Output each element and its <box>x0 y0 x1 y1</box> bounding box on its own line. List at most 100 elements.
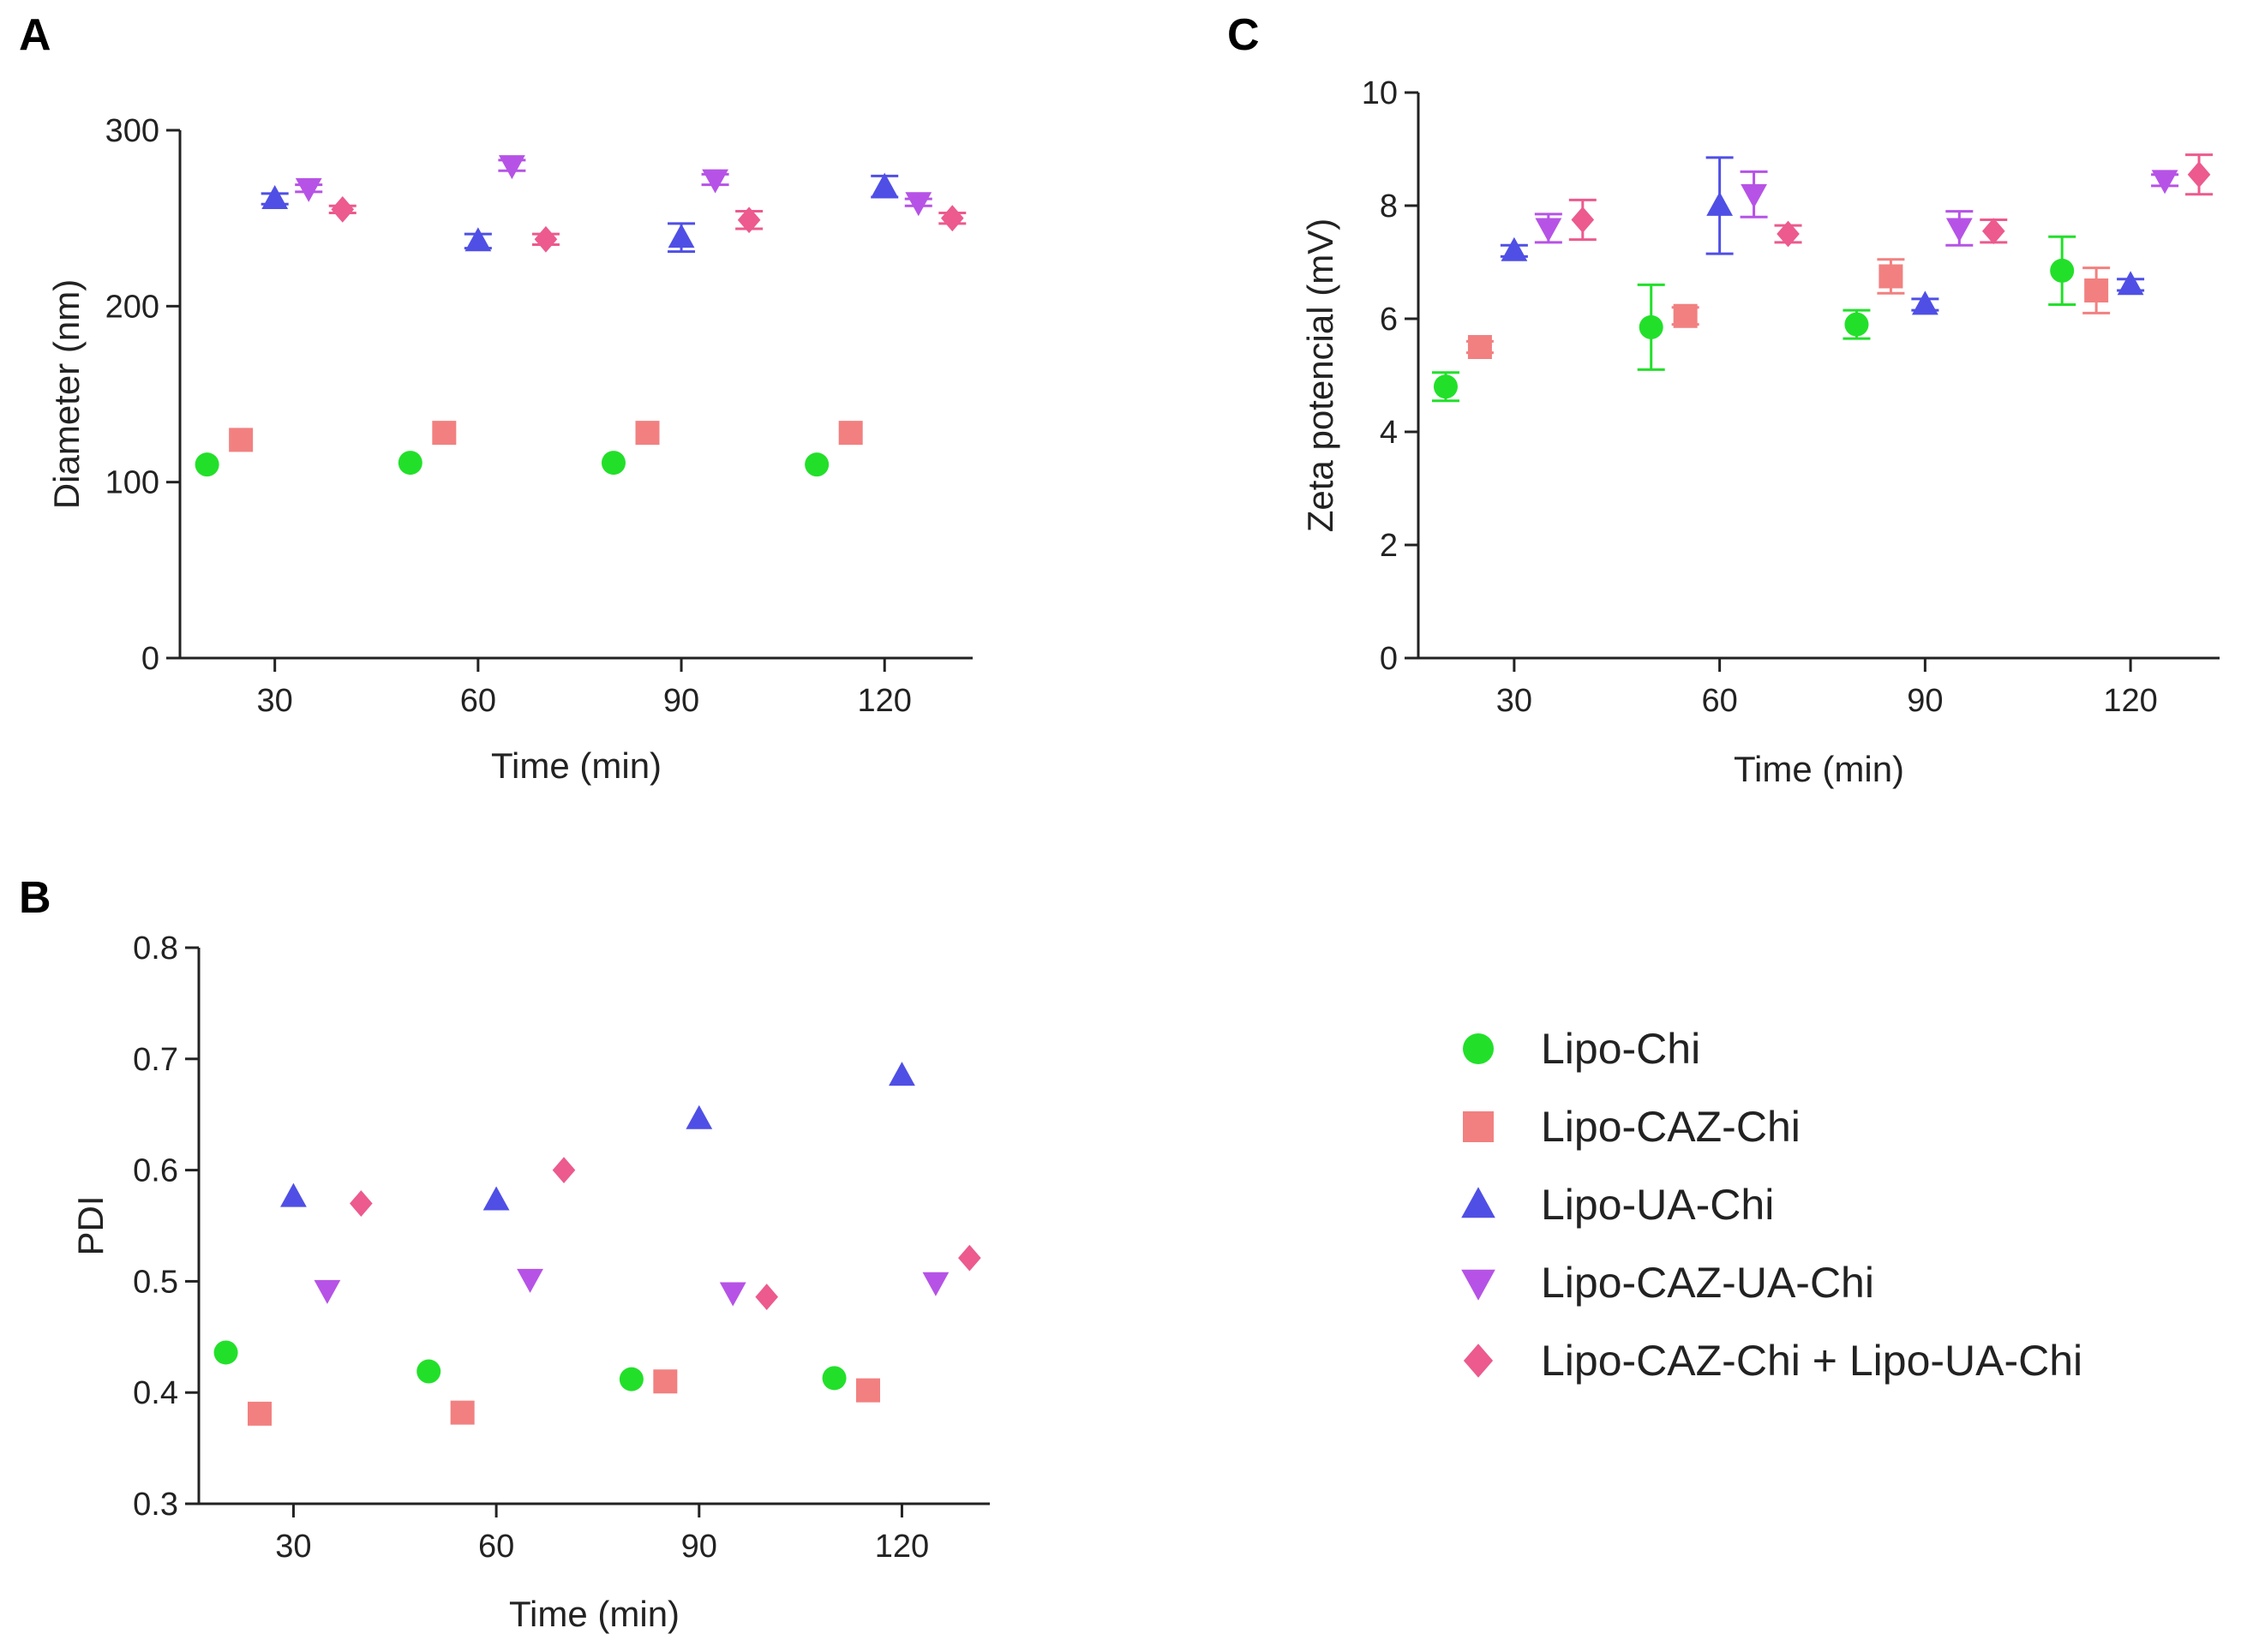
data-point-lipo-caz-chi-lipo-ua-chi <box>1571 206 1595 233</box>
data-point-lipo-caz-ua-chi <box>314 1279 341 1304</box>
y-tick-label: 100 <box>105 465 159 501</box>
legend: Lipo-Chi Lipo-CAZ-Chi Lipo-UA-Chi Lipo-CAZ-… <box>1461 1025 2082 1385</box>
data-point-lipo-caz-chi <box>635 421 660 446</box>
y-tick-label: 300 <box>105 113 159 149</box>
data-point-lipo-ua-chi <box>280 1182 307 1207</box>
data-point-lipo-caz-ua-chi <box>1945 218 1973 242</box>
data-point-lipo-caz-chi-lipo-ua-chi <box>737 206 761 234</box>
y-tick-label: 10 <box>1362 75 1398 111</box>
data-point-lipo-caz-chi <box>432 421 457 446</box>
series-lipo-caz-ua-chi <box>1534 170 2179 247</box>
x-tick-label: 30 <box>1496 683 1532 719</box>
legend-label: Lipo-CAZ-Chi + Lipo-UA-Chi <box>1541 1337 2082 1385</box>
data-point-lipo-caz-chi <box>248 1401 272 1426</box>
data-point-lipo-caz-chi-lipo-ua-chi <box>1777 220 1800 248</box>
x-tick-label: 30 <box>275 1529 311 1565</box>
legend-label: Lipo-CAZ-UA-Chi <box>1541 1259 1874 1307</box>
data-point-lipo-ua-chi <box>889 1062 915 1086</box>
x-tick-label: 90 <box>663 683 699 719</box>
data-point-lipo-ua-chi <box>686 1104 713 1129</box>
legend-marker-lipo-caz-chi-lipo-ua-chi <box>1463 1344 1494 1378</box>
x-axis-label: Time (min) <box>491 745 662 786</box>
panel-letter: C <box>1227 10 1260 60</box>
data-point-lipo-caz-chi <box>1467 335 1492 359</box>
y-tick-label: 0.6 <box>133 1153 178 1189</box>
data-point-lipo-caz-chi-lipo-ua-chi <box>1981 218 2005 245</box>
legend-marker-lipo-caz-chi <box>1463 1111 1494 1142</box>
y-tick-label: 0 <box>141 641 159 677</box>
series-lipo-caz-chi <box>229 421 863 452</box>
data-point-lipo-caz-chi <box>653 1369 678 1394</box>
legend-item: Lipo-CAZ-UA-Chi <box>1461 1259 1874 1307</box>
data-point-lipo-ua-chi <box>871 172 898 197</box>
x-tick-label: 120 <box>858 683 912 719</box>
data-point-lipo-ua-chi <box>482 1186 510 1211</box>
data-point-lipo-chi <box>1844 312 1869 337</box>
y-axis-label: Zeta potencial (mV) <box>1300 218 1340 532</box>
data-point-lipo-caz-ua-chi <box>1741 183 1767 208</box>
data-point-lipo-caz-chi <box>856 1378 880 1403</box>
legend-item: Lipo-CAZ-Chi + Lipo-UA-Chi <box>1463 1337 2082 1385</box>
data-point-lipo-caz-ua-chi <box>702 169 728 194</box>
data-point-lipo-caz-chi <box>838 421 863 446</box>
data-point-lipo-ua-chi <box>668 224 695 248</box>
panel-letter: A <box>19 10 51 60</box>
x-tick-label: 90 <box>1907 683 1943 719</box>
data-point-lipo-caz-chi-lipo-ua-chi <box>958 1244 981 1272</box>
data-point-lipo-caz-ua-chi <box>922 1272 950 1296</box>
panel-b: B 0.3 0.4 0.5 0.6 0.7 0.8 30 60 90 120 Time (min) PD… <box>19 873 990 1634</box>
data-point-lipo-chi <box>213 1340 238 1365</box>
y-tick-label: 0 <box>1380 641 1398 677</box>
series-lipo-chi <box>195 451 830 477</box>
y-tick-label: 200 <box>105 289 159 325</box>
data-point-lipo-chi <box>1433 374 1458 399</box>
data-point-lipo-caz-chi <box>1878 264 1903 289</box>
series-lipo-ua-chi <box>1500 156 2145 315</box>
data-point-lipo-chi <box>805 452 830 477</box>
data-point-lipo-ua-chi <box>1706 191 1734 216</box>
legend-label: Lipo-Chi <box>1541 1025 1700 1073</box>
data-point-lipo-chi <box>398 451 422 476</box>
data-point-lipo-caz-chi-lipo-ua-chi <box>940 205 964 232</box>
series-lipo-ua-chi <box>261 172 899 254</box>
data-point-lipo-caz-chi <box>450 1400 475 1425</box>
panel-a: A 0 100 200 300 30 60 90 120 Time (min) Diameter (… <box>19 10 973 786</box>
y-tick-label: 0.7 <box>133 1042 178 1078</box>
data-point-lipo-caz-ua-chi <box>498 155 525 180</box>
y-tick-label: 8 <box>1380 189 1398 224</box>
panel-c: C 0 2 4 6 8 10 30 60 90 120 Time (min) Zeta potencia… <box>1227 10 2220 789</box>
legend-marker-lipo-caz-ua-chi <box>1461 1269 1495 1301</box>
x-tick-label: 120 <box>2103 683 2157 719</box>
data-point-lipo-chi <box>822 1366 847 1391</box>
data-point-lipo-caz-ua-chi <box>905 192 932 217</box>
x-axis-label: Time (min) <box>1734 749 1904 789</box>
series-lipo-caz-chi <box>1465 258 2111 359</box>
legend-item: Lipo-UA-Chi <box>1461 1181 1774 1229</box>
y-tick-label: 4 <box>1380 415 1398 451</box>
data-point-lipo-chi <box>601 451 626 476</box>
series-lipo-caz-ua-chi <box>314 1268 950 1307</box>
data-point-lipo-caz-ua-chi <box>719 1282 746 1307</box>
data-point-lipo-ua-chi <box>2117 271 2144 296</box>
y-tick-label: 6 <box>1380 302 1398 338</box>
data-point-lipo-chi <box>1639 314 1663 339</box>
y-axis-label: PDI <box>70 1195 111 1255</box>
data-point-lipo-caz-chi <box>229 428 254 452</box>
x-tick-label: 30 <box>257 683 293 719</box>
data-point-lipo-ua-chi <box>464 227 492 252</box>
data-point-lipo-caz-ua-chi <box>295 177 322 202</box>
series-lipo-ua-chi <box>280 1062 915 1211</box>
legend-label: Lipo-CAZ-Chi <box>1541 1103 1801 1151</box>
data-point-lipo-ua-chi <box>261 184 289 209</box>
series-lipo-chi <box>1431 235 2076 403</box>
legend-label: Lipo-UA-Chi <box>1541 1181 1774 1229</box>
series-lipo-caz-chi-lipo-ua-chi <box>1568 153 2214 248</box>
y-tick-label: 0.3 <box>133 1487 178 1523</box>
y-tick-label: 0.5 <box>133 1264 178 1300</box>
data-point-lipo-chi <box>195 452 219 477</box>
legend-item: Lipo-Chi <box>1463 1025 1700 1073</box>
data-point-lipo-caz-ua-chi <box>2151 170 2178 195</box>
x-tick-label: 120 <box>875 1529 929 1565</box>
data-point-lipo-caz-chi-lipo-ua-chi <box>552 1157 576 1183</box>
data-point-lipo-caz-chi-lipo-ua-chi <box>350 1190 373 1217</box>
